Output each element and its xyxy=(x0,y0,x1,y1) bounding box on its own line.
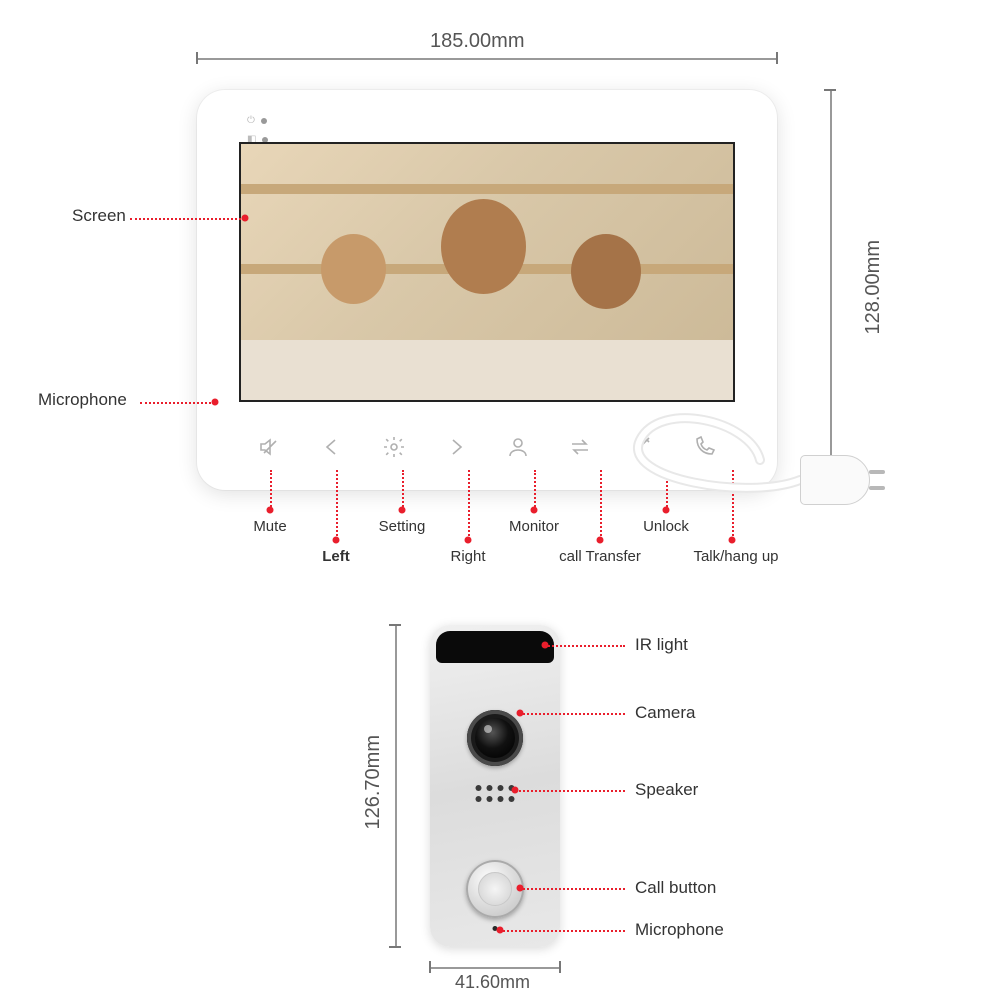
microphone-callout-label: Microphone xyxy=(38,390,127,410)
mute-button[interactable] xyxy=(255,432,285,462)
callout-dot xyxy=(242,215,249,222)
setting-label: Setting xyxy=(374,518,430,535)
monitor-height-label: 128.00mm xyxy=(862,240,885,335)
status-led xyxy=(261,118,267,124)
dim-cap xyxy=(559,961,561,973)
key-icon xyxy=(630,435,654,459)
scene-decor xyxy=(321,234,386,304)
outdoor-height-dim-line xyxy=(395,625,397,947)
monitor-height-dim-line xyxy=(830,90,832,490)
callout-line xyxy=(336,470,338,540)
dim-cap xyxy=(824,89,836,91)
outdoor-mic-label: Microphone xyxy=(635,920,724,940)
dim-cap xyxy=(389,946,401,948)
monitor-width-label: 185.00mm xyxy=(430,30,525,53)
gear-icon xyxy=(382,435,406,459)
callout-line xyxy=(666,470,668,510)
outdoor-unit xyxy=(430,625,560,947)
callout-line xyxy=(534,470,536,510)
scene-decor xyxy=(571,234,641,309)
monitor-unit: ⏻ ◧ xyxy=(197,90,777,490)
unlock-button[interactable] xyxy=(627,432,657,462)
dim-cap xyxy=(389,624,401,626)
outdoor-height-label: 126.70mm xyxy=(362,735,385,830)
power-plug xyxy=(800,455,870,505)
right-label: Right xyxy=(446,548,490,565)
right-button[interactable] xyxy=(441,432,471,462)
callout-line xyxy=(520,713,625,715)
callout-dot xyxy=(497,927,504,934)
callout-line xyxy=(600,470,602,540)
camera-label: Camera xyxy=(635,703,695,723)
left-label: Left xyxy=(316,548,356,565)
callout-dot xyxy=(542,642,549,649)
callout-dot xyxy=(512,787,519,794)
dim-cap xyxy=(196,52,198,64)
monitor-screen xyxy=(239,142,735,402)
callout-dot xyxy=(212,399,219,406)
monitor-width-dim-line xyxy=(197,58,777,60)
phone-icon xyxy=(692,435,716,459)
unlock-label: Unlock xyxy=(640,518,692,535)
power-icon: ⏻ xyxy=(247,115,255,126)
transfer-label: call Transfer xyxy=(554,548,646,565)
dim-cap xyxy=(429,961,431,973)
scene-decor xyxy=(241,340,733,400)
call-button-label: Call button xyxy=(635,878,716,898)
chevron-left-icon xyxy=(320,435,344,459)
mute-label: Mute xyxy=(248,518,292,535)
monitor-btn-label: Monitor xyxy=(504,518,564,535)
dim-cap xyxy=(776,52,778,64)
mute-icon xyxy=(258,435,282,459)
callout-line xyxy=(520,888,625,890)
callout-dot xyxy=(597,537,604,544)
scene-decor xyxy=(441,199,526,294)
call-button[interactable] xyxy=(466,860,524,918)
callout-dot xyxy=(517,885,524,892)
callout-dot xyxy=(267,507,274,514)
callout-line xyxy=(130,218,245,220)
talk-label: Talk/hang up xyxy=(686,548,786,565)
callout-dot xyxy=(517,710,524,717)
callout-line xyxy=(468,470,470,540)
outdoor-width-label: 41.60mm xyxy=(455,972,530,993)
callout-dot xyxy=(399,507,406,514)
outdoor-width-dim-line xyxy=(430,967,560,969)
callout-line xyxy=(270,470,272,510)
setting-button[interactable] xyxy=(379,432,409,462)
callout-line xyxy=(545,645,625,647)
callout-dot xyxy=(663,507,670,514)
callout-line xyxy=(732,470,734,540)
chevron-right-icon xyxy=(444,435,468,459)
status-leds: ⏻ ◧ xyxy=(247,115,268,145)
camera-lens xyxy=(467,710,523,766)
callout-dot xyxy=(531,507,538,514)
person-icon xyxy=(506,435,530,459)
monitor-button[interactable] xyxy=(503,432,533,462)
speaker-grille xyxy=(476,785,515,802)
transfer-icon xyxy=(568,435,592,459)
callout-line xyxy=(515,790,625,792)
callout-dot xyxy=(729,537,736,544)
ir-light-panel xyxy=(436,631,554,663)
scene-decor xyxy=(241,184,733,194)
callout-dot xyxy=(465,537,472,544)
ir-light-label: IR light xyxy=(635,635,688,655)
callout-dot xyxy=(333,537,340,544)
screen-callout-label: Screen xyxy=(72,206,126,226)
left-button[interactable] xyxy=(317,432,347,462)
speaker-label: Speaker xyxy=(635,780,698,800)
callout-line xyxy=(402,470,404,510)
talk-button[interactable] xyxy=(689,432,719,462)
call-transfer-button[interactable] xyxy=(565,432,595,462)
callout-line xyxy=(140,402,215,404)
callout-line xyxy=(500,930,625,932)
monitor-button-row xyxy=(255,432,719,462)
